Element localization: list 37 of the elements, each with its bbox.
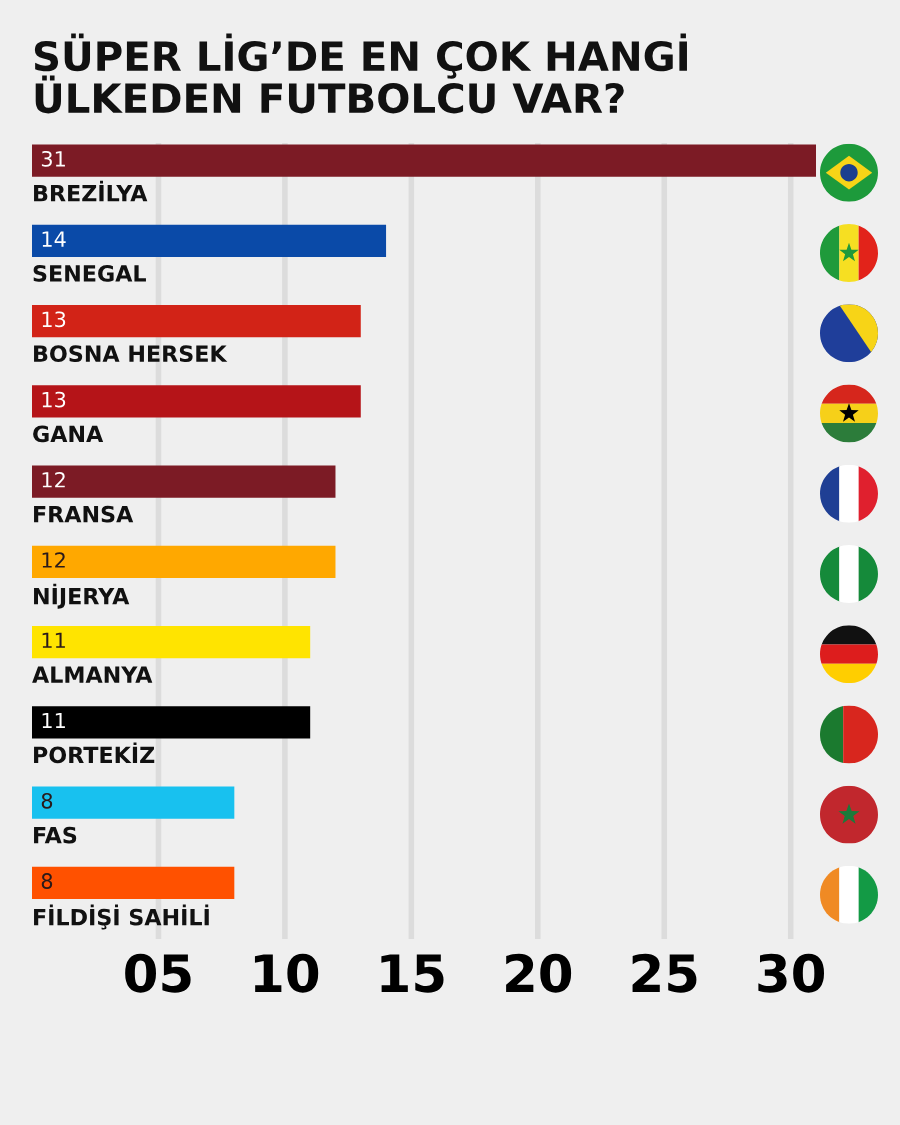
bar [32, 224, 387, 257]
bar [32, 866, 235, 899]
bar [32, 144, 816, 177]
y-tick-label: PORTEKİZ [34, 742, 155, 764]
chart-title: SÜPER LİG’DE EN ÇOK HANGİ ÜLKEDEN FUTBOLCU VAR? [34, 33, 687, 114]
x-tick-label: 05 [125, 953, 191, 993]
data-label: 8 [41, 792, 53, 809]
bar [32, 385, 361, 418]
data-label: 13 [42, 311, 66, 328]
y-tick-label: ALMANYA [32, 666, 153, 683]
x-tick-label: 10 [254, 953, 319, 993]
data-label: 31 [41, 150, 65, 167]
x-tick-label: 20 [506, 953, 572, 993]
x-tick-label: 25 [632, 953, 697, 993]
x-tick-label: 30 [758, 953, 825, 993]
bar [32, 305, 361, 338]
y-tick-label: FİLDİŞİ SAHİLİ [34, 904, 209, 930]
bar [32, 706, 311, 739]
data-label: 12 [42, 552, 65, 568]
data-label: 13 [42, 391, 66, 408]
y-tick-label: BOSNA HERSEK [34, 345, 228, 363]
bar [32, 545, 336, 578]
y-tick-label: SENEGAL [33, 265, 146, 282]
bar [32, 786, 235, 819]
bar [32, 465, 336, 498]
y-tick-label: FAS [34, 826, 77, 844]
data-label: 8 [41, 873, 53, 889]
data-label: 14 [42, 231, 66, 247]
y-tick-label: FRANSA [34, 505, 134, 523]
bar [32, 626, 311, 659]
data-label: 11 [42, 712, 65, 729]
x-tick-label: 15 [381, 954, 444, 993]
y-tick-label: GANA [33, 425, 104, 443]
data-label: 11 [42, 632, 65, 648]
data-label: 12 [42, 471, 65, 488]
y-tick-label: NİJERYA [34, 583, 130, 609]
y-tick-label: BREZİLYA [34, 180, 148, 202]
